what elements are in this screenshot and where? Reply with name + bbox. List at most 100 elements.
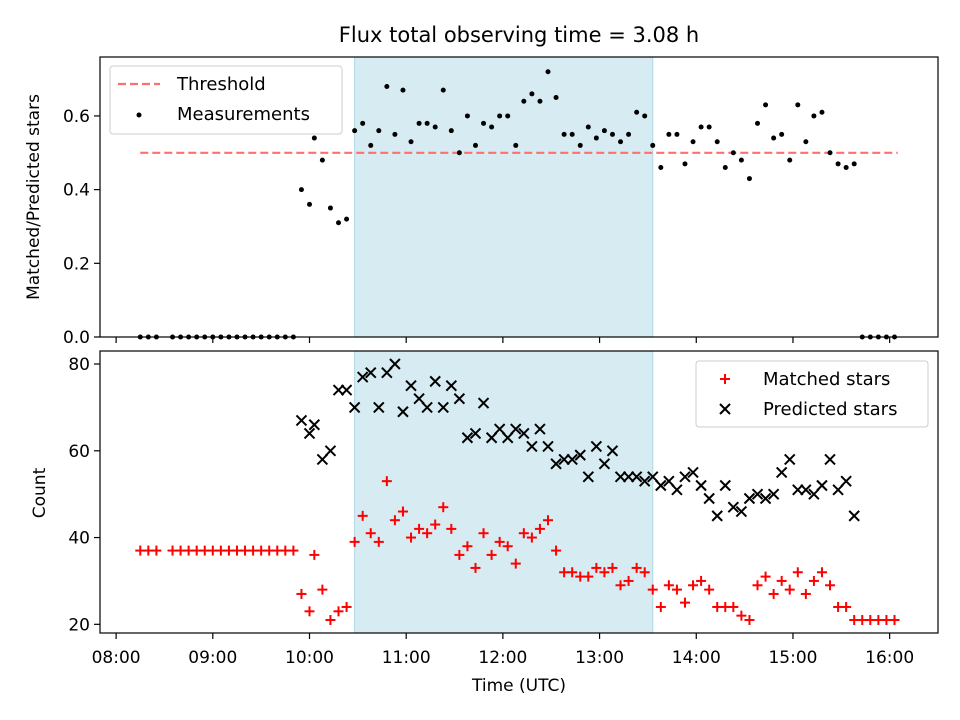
predicted-star-point: [751, 488, 764, 500]
predicted-star-point: [502, 432, 514, 444]
measurement-point: [618, 139, 624, 145]
legend-matched-marker: [720, 374, 730, 384]
matched-star-point: [647, 584, 658, 595]
matched-star-point: [889, 614, 900, 625]
matched-star-point: [422, 528, 433, 539]
count-panel: 20 40 60 80 08:00 09:00 10:00 11:00 12:00 13:00 1…: [30, 350, 939, 696]
matched-star-point: [599, 567, 610, 578]
matched-star-point: [357, 510, 368, 521]
measurement-point: [392, 131, 398, 137]
predicted-star-point: [663, 475, 675, 487]
measurement-point: [609, 131, 615, 137]
predicted-star-point: [638, 475, 651, 487]
y-tick-label: 60: [68, 442, 90, 462]
count-marks: [135, 351, 900, 633]
matched-star-point: [349, 536, 360, 547]
matched-star-point: [518, 528, 529, 539]
predicted-star-point: [800, 484, 812, 496]
y-tick-label: 40: [68, 529, 90, 549]
predicted-star-point: [389, 358, 401, 370]
legend-matched-swatch: [720, 374, 730, 384]
predicted-star-point: [373, 401, 385, 414]
predicted-star-point: [550, 458, 562, 470]
predicted-star-point: [324, 445, 337, 457]
predicted-star-point: [630, 471, 643, 483]
matched-star-point: [373, 536, 384, 547]
count-x-ticks: 08:00 09:00 10:00 11:00 12:00 13:00 14:00 15:00…: [92, 633, 914, 668]
measurement-point: [336, 220, 342, 226]
measurement-point: [763, 102, 769, 108]
matched-star-point: [744, 614, 755, 625]
measurement-point: [368, 142, 374, 148]
measurement-point: [706, 124, 712, 130]
measurement-point: [472, 142, 478, 148]
predicted-star-point: [308, 419, 321, 431]
matched-star-point: [462, 541, 473, 552]
legend-measurements-swatch: [136, 112, 142, 118]
measurement-point: [440, 87, 446, 93]
matched-star-point: [696, 575, 707, 586]
matched-star-point: [591, 562, 602, 573]
predicted-star-point: [687, 466, 699, 479]
predicted-star-point: [695, 479, 707, 492]
measurement-point: [682, 161, 688, 167]
measurement-point: [819, 109, 825, 115]
matched-star-point: [304, 606, 315, 617]
measurement-point: [464, 113, 470, 119]
chart-title: Flux total observing time = 3.08 h: [339, 23, 699, 47]
predicted-star-point: [526, 440, 538, 453]
predicted-star-point: [840, 475, 852, 487]
predicted-star-point: [348, 401, 361, 414]
count-y-axis-label: Count: [30, 467, 50, 518]
predicted-star-point: [590, 440, 603, 453]
matched-star-point: [325, 614, 336, 625]
measurement-point: [360, 120, 366, 126]
matched-star-point: [406, 532, 417, 543]
predicted-star-point: [493, 423, 506, 435]
matched-star-point: [825, 580, 836, 591]
predicted-star-point: [784, 453, 796, 466]
matched-star-point: [526, 532, 537, 543]
predicted-star-point: [606, 445, 619, 457]
ratio-y-ticks: 0.0 0.2 0.4 0.6: [63, 107, 100, 348]
matched-star-point: [816, 567, 827, 578]
matched-star-point: [655, 601, 666, 612]
matched-star-point: [768, 588, 779, 599]
matched-star-point: [446, 523, 457, 534]
measurement-point: [400, 87, 406, 93]
measurement-point: [489, 124, 495, 130]
predicted-star-point: [303, 427, 316, 440]
measurement-point: [505, 113, 511, 119]
measurement-point: [722, 165, 728, 171]
predicted-star-point: [510, 423, 522, 435]
predicted-star-point: [719, 479, 731, 492]
measurement-point: [658, 165, 664, 171]
matched-star-point: [631, 562, 642, 573]
measurement-point: [666, 131, 672, 137]
matched-star-point: [438, 502, 449, 513]
matched-star-point: [623, 575, 634, 586]
matched-star-point: [341, 601, 352, 612]
matched-star-point: [615, 580, 626, 591]
ratio-axes-frame: [99, 56, 939, 338]
measurement-point: [376, 128, 382, 134]
measurement-point: [601, 128, 607, 134]
predicted-star-point: [735, 505, 748, 518]
measurement-point: [642, 113, 648, 119]
matched-star-point: [671, 584, 682, 595]
predicted-star-point: [574, 449, 586, 461]
predicted-star-point: [445, 380, 458, 392]
predicted-star-point: [421, 401, 433, 414]
matched-star-point: [776, 575, 787, 586]
predicted-star-point: [582, 471, 595, 483]
ratio-panel: 0.0 0.2 0.4 0.6 Matched/Predicted stars Thr…: [24, 56, 939, 348]
measurement-point: [730, 150, 736, 156]
measurement-point: [827, 150, 833, 156]
predicted-star-point: [461, 432, 474, 444]
ratio-x-ticks: [115, 337, 891, 343]
matched-star-point: [607, 562, 618, 573]
matched-star-point: [478, 528, 489, 539]
measurement-point: [561, 131, 567, 137]
y-tick-label: 80: [68, 355, 90, 375]
measurement-point: [311, 135, 317, 141]
